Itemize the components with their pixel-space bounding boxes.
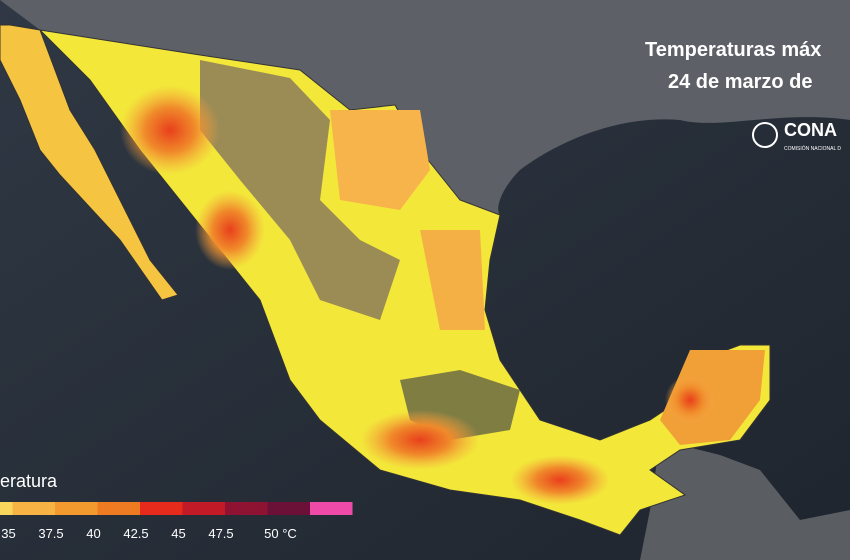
logo-name: CONA xyxy=(784,120,837,140)
north-warm xyxy=(330,110,430,210)
legend-title: eratura xyxy=(0,471,58,491)
legend-label: 35 xyxy=(1,526,15,541)
legend-label: 37.5 xyxy=(38,526,63,541)
legend-swatch xyxy=(225,502,268,515)
sonora-hot xyxy=(120,85,220,175)
yucatan-hot xyxy=(665,375,715,425)
subtitle: 24 de marzo de xyxy=(668,71,813,93)
legend-swatch xyxy=(140,502,183,515)
legend-swatch xyxy=(310,502,353,515)
legend-swatch xyxy=(97,502,140,515)
oaxaca-hot xyxy=(510,455,610,505)
logo-tagline: COMISIÓN NACIONAL D xyxy=(784,145,841,152)
legend-label: 47.5 xyxy=(208,526,233,541)
title: Temperaturas máx xyxy=(645,39,821,61)
legend-swatch xyxy=(12,502,55,515)
sinaloa-hot xyxy=(195,190,265,270)
legend-label: 45 xyxy=(171,526,185,541)
north-land xyxy=(0,0,850,215)
legend-swatch xyxy=(267,502,310,515)
legend-label: 42.5 xyxy=(123,526,148,541)
plateau xyxy=(200,60,400,320)
baja-california xyxy=(0,24,179,301)
legend-swatch xyxy=(182,502,225,515)
gulf-warm xyxy=(420,230,485,330)
legend-label: 40 xyxy=(86,526,100,541)
legend-swatch xyxy=(0,502,13,515)
guatemala-land xyxy=(640,440,850,560)
legend-label: 50 °C xyxy=(264,526,297,541)
legend-swatch xyxy=(55,502,98,515)
legend: 35 37.5 40 42.5 45 47.5 50 °C xyxy=(0,502,353,541)
logo-icon xyxy=(752,122,778,148)
guerrero-hot xyxy=(360,410,480,470)
